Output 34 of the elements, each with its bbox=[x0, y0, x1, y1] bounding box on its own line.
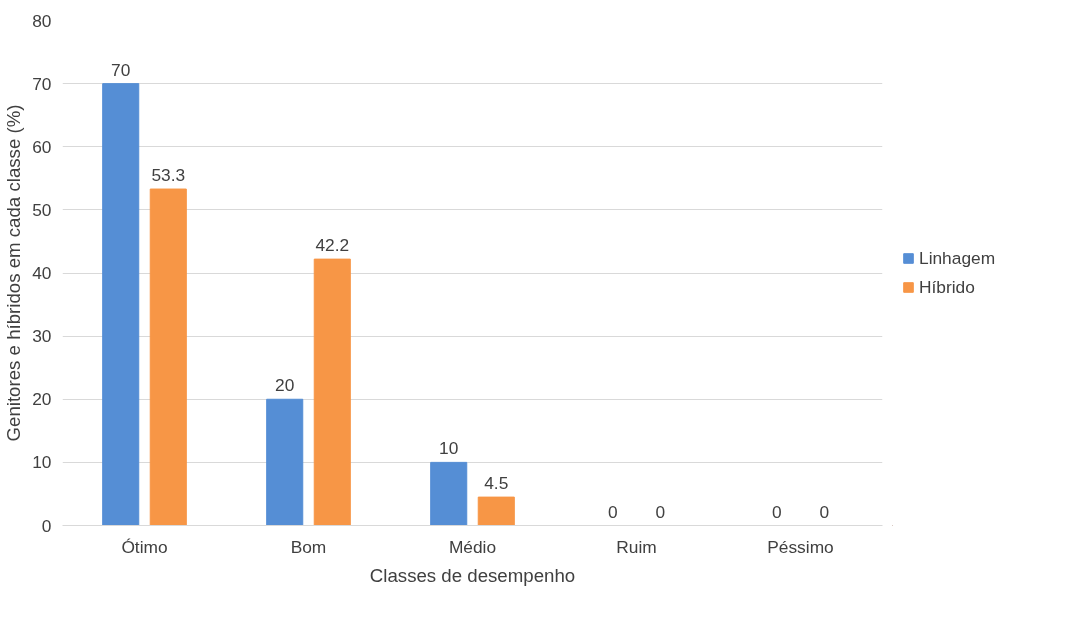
x-tick-label: Péssimo bbox=[767, 536, 834, 557]
legend-label: Linhagem bbox=[919, 247, 996, 269]
data-label: 0 bbox=[819, 501, 830, 522]
data-label: 42.2 bbox=[315, 235, 350, 256]
data-label: 0 bbox=[607, 501, 618, 522]
y-tick-label: 0 bbox=[41, 515, 52, 536]
y-axis-title: Genitores e híbridos em cada classe (%) bbox=[3, 104, 25, 442]
bar bbox=[266, 398, 304, 526]
data-label: 0 bbox=[655, 501, 666, 522]
data-label: 70 bbox=[111, 59, 131, 80]
bar bbox=[149, 188, 187, 526]
bar bbox=[313, 258, 351, 526]
data-label: 4.5 bbox=[484, 473, 509, 494]
y-tick-label: 30 bbox=[32, 326, 52, 347]
data-label: 53.3 bbox=[151, 165, 186, 186]
y-tick-label: 40 bbox=[32, 263, 52, 283]
y-tick-label: 50 bbox=[32, 199, 52, 220]
bar bbox=[102, 83, 140, 526]
x-tick-label: Ótimo bbox=[121, 536, 168, 557]
y-tick-label: 10 bbox=[32, 452, 52, 473]
y-tick-label: 80 bbox=[32, 10, 52, 31]
bar bbox=[477, 496, 515, 526]
data-label: 20 bbox=[275, 375, 295, 396]
y-tick-label: 70 bbox=[32, 73, 52, 94]
bar bbox=[430, 461, 468, 526]
data-label: 10 bbox=[439, 438, 459, 459]
y-tick-label: 20 bbox=[32, 389, 52, 410]
data-label: 0 bbox=[771, 501, 782, 522]
legend-label: Híbrido bbox=[919, 276, 975, 298]
y-tick-label: 60 bbox=[32, 136, 52, 157]
x-tick-label: Bom bbox=[290, 536, 327, 557]
x-tick-label: Médio bbox=[448, 536, 497, 557]
x-axis-title: Classes de desempenho bbox=[369, 564, 576, 586]
x-tick-label: Ruim bbox=[616, 536, 657, 557]
